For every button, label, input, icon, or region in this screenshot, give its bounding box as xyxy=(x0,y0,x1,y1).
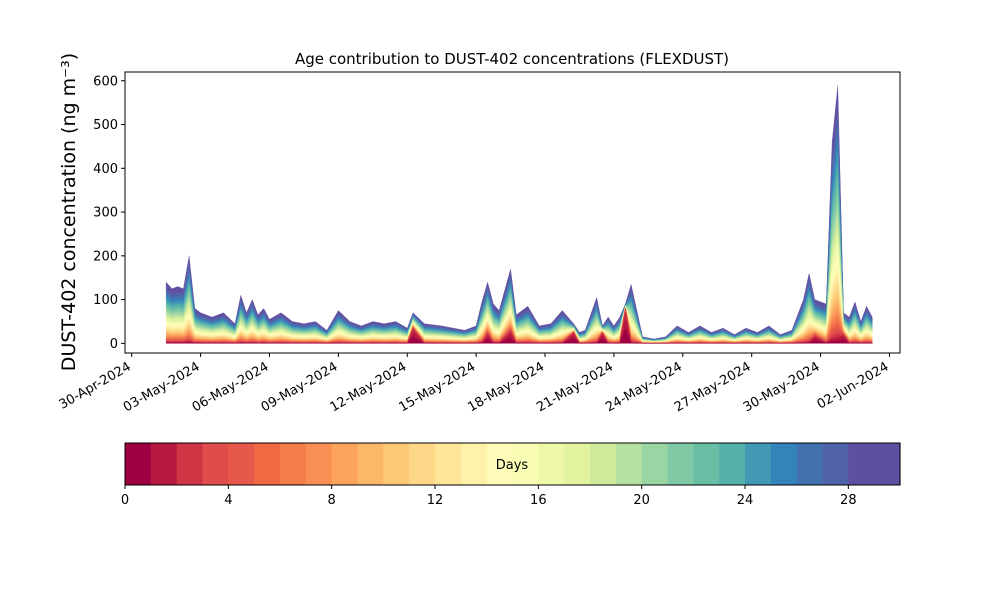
colorbar-segment xyxy=(512,443,539,485)
colorbar xyxy=(125,443,901,485)
colorbar-segment xyxy=(719,443,746,485)
colorbar-tick-label: 12 xyxy=(427,493,444,508)
colorbar-tick-label: 20 xyxy=(633,493,650,508)
colorbar-segment xyxy=(770,443,798,485)
colorbar-segment xyxy=(357,443,384,485)
colorbar-segment xyxy=(305,443,333,485)
colorbar-segment xyxy=(667,443,694,485)
y-axis: 0 100 200 300 400 500 600 xyxy=(93,74,125,352)
colorbar-segment xyxy=(745,443,772,485)
colorbar-segment xyxy=(383,443,410,485)
y-tick-label: 600 xyxy=(93,74,118,89)
colorbar-segment xyxy=(202,443,229,485)
stacked-area-layer xyxy=(165,85,873,344)
colorbar-segment xyxy=(228,443,255,485)
colorbar-segment xyxy=(409,443,436,485)
colorbar-segment xyxy=(796,443,824,485)
colorbar-segment xyxy=(460,443,488,485)
y-tick-label: 400 xyxy=(93,162,118,177)
colorbar-segment xyxy=(280,443,307,485)
colorbar-segment xyxy=(176,443,204,485)
colorbar-segment xyxy=(874,443,901,485)
colorbar-segment xyxy=(150,443,178,485)
y-tick-label: 200 xyxy=(93,249,118,264)
colorbar-segment xyxy=(254,443,281,485)
colorbar-segment xyxy=(564,443,591,485)
colorbar-segment xyxy=(125,443,152,485)
colorbar-tick-label: 16 xyxy=(530,493,547,508)
colorbar-tick-label: 4 xyxy=(224,493,232,508)
colorbar-segment xyxy=(822,443,849,485)
colorbar-segment xyxy=(641,443,669,485)
colorbar-segment xyxy=(615,443,643,485)
colorbar-segment xyxy=(693,443,720,485)
y-tick-label: 500 xyxy=(93,118,118,133)
colorbar-tick-label: 0 xyxy=(121,493,129,508)
colorbar-segment xyxy=(486,443,514,485)
y-tick-label: 0 xyxy=(110,337,118,352)
y-tick-label: 100 xyxy=(93,293,118,308)
colorbar-segment xyxy=(435,443,462,485)
colorbar-segment xyxy=(331,443,359,485)
age-band-0 xyxy=(165,327,873,344)
colorbar-tick-label: 24 xyxy=(737,493,754,508)
colorbar-segment xyxy=(590,443,617,485)
colorbar-segment xyxy=(538,443,565,485)
y-axis-label: DUST-402 concentration (ng m⁻³) xyxy=(58,53,80,371)
colorbar-tick-label: 8 xyxy=(328,493,336,508)
chart-title: Age contribution to DUST-402 concentrati… xyxy=(295,50,729,68)
colorbar-tick-label: 28 xyxy=(840,493,857,508)
colorbar-frame xyxy=(124,442,901,486)
colorbar-segment xyxy=(848,443,875,485)
colorbar-label: Days xyxy=(496,458,529,473)
colorbar-ticks: 0 4 8 12 16 20 24 28 xyxy=(121,485,857,508)
y-tick-label: 300 xyxy=(93,206,118,221)
